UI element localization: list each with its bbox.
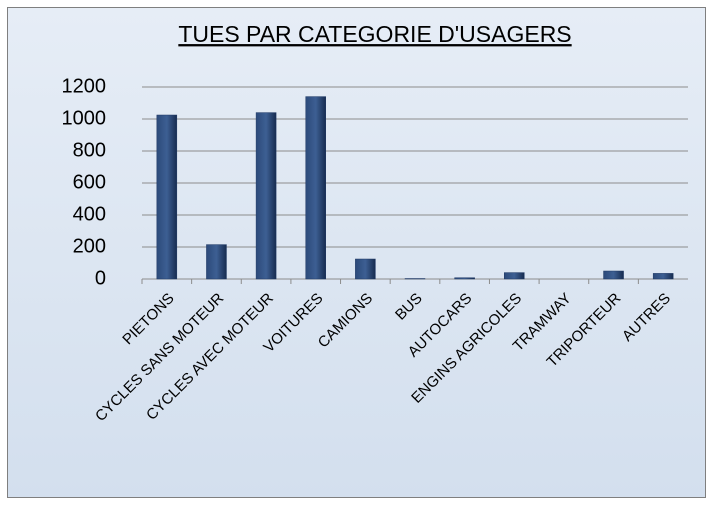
bar — [653, 273, 673, 279]
y-tick-label: 0 — [95, 267, 106, 289]
bar — [504, 273, 524, 279]
y-tick-label: 1000 — [62, 107, 107, 129]
bar — [455, 278, 475, 279]
chart-title: TUES PAR CATEGORIE D'USAGERS — [178, 21, 571, 47]
bar — [157, 115, 177, 279]
bar — [256, 113, 276, 279]
bar — [355, 259, 375, 279]
chart-frame — [8, 8, 706, 498]
y-tick-label: 1200 — [62, 75, 107, 97]
bar — [604, 271, 624, 279]
bar — [306, 97, 326, 279]
y-tick-label: 600 — [73, 171, 106, 193]
y-tick-label: 800 — [73, 139, 106, 161]
y-tick-label: 400 — [73, 203, 106, 225]
bar — [206, 245, 226, 279]
y-tick-label: 200 — [73, 235, 106, 257]
